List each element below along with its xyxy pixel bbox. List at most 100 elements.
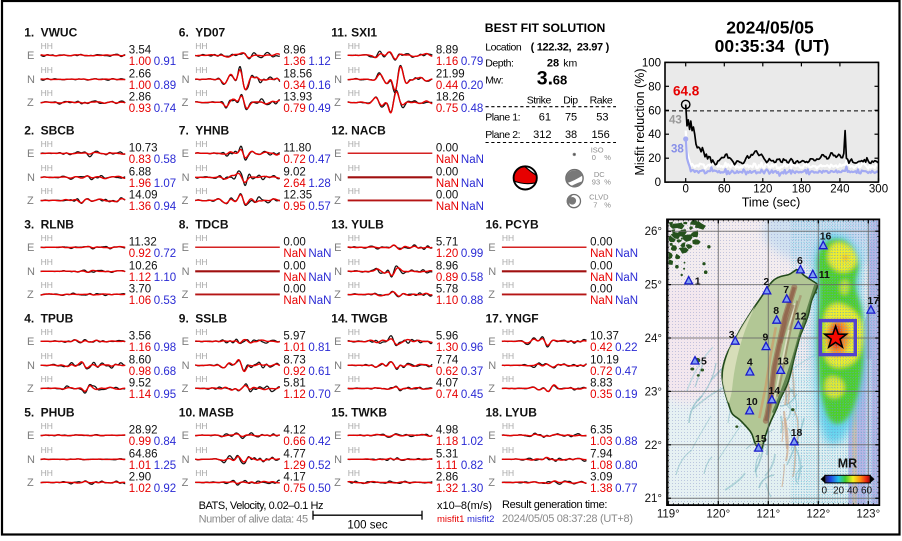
svg-text:NaN: NaN: [308, 295, 331, 307]
svg-text:6: 6: [797, 255, 803, 267]
svg-text:123°: 123°: [856, 509, 880, 521]
svg-text:0.75: 0.75: [283, 483, 305, 495]
svg-text:3.: 3.: [537, 67, 553, 89]
svg-text:3: 3: [729, 329, 735, 341]
svg-text:2.: 2.: [24, 124, 34, 138]
svg-text:SSLB: SSLB: [195, 312, 227, 326]
svg-text:9: 9: [763, 332, 769, 344]
svg-text:HH: HH: [502, 280, 514, 290]
svg-text:0.95: 0.95: [154, 389, 176, 401]
svg-text:0.49: 0.49: [308, 103, 330, 115]
svg-text:0.45: 0.45: [461, 389, 483, 401]
svg-text:12: 12: [795, 311, 807, 323]
svg-text:0.47: 0.47: [308, 154, 330, 166]
svg-text:2024/05/05: 2024/05/05: [726, 18, 814, 38]
svg-text:0.34: 0.34: [283, 80, 306, 92]
svg-text:1.16: 1.16: [436, 56, 458, 68]
svg-text:Z: Z: [488, 289, 495, 301]
svg-text:22°: 22°: [645, 440, 662, 452]
svg-text:HH: HH: [195, 421, 207, 431]
svg-text:HH: HH: [195, 327, 207, 337]
svg-text:0.50: 0.50: [308, 483, 330, 495]
svg-text:120: 120: [753, 184, 772, 196]
svg-text:1.03: 1.03: [590, 436, 612, 448]
svg-text:120°: 120°: [706, 509, 730, 521]
svg-text:Dip: Dip: [563, 95, 578, 107]
svg-text:Z: Z: [182, 195, 189, 207]
svg-text:1.12: 1.12: [308, 56, 330, 68]
svg-text:NaN: NaN: [590, 295, 613, 307]
svg-text:9.: 9.: [179, 312, 189, 326]
svg-text:0.00: 0.00: [283, 283, 305, 295]
svg-text:E: E: [334, 50, 341, 62]
svg-text:0.53: 0.53: [154, 295, 176, 307]
svg-text:7.74: 7.74: [436, 354, 459, 366]
svg-text:61: 61: [539, 112, 551, 124]
svg-text:%: %: [604, 153, 611, 162]
svg-text:5.31: 5.31: [436, 448, 458, 460]
svg-text:Z: Z: [334, 477, 341, 489]
svg-text:1.38: 1.38: [590, 483, 612, 495]
svg-text:RLNB: RLNB: [41, 218, 75, 232]
svg-text:%: %: [604, 178, 611, 187]
svg-text:Z: Z: [182, 477, 189, 489]
svg-text:13.93: 13.93: [283, 91, 312, 103]
svg-text:10.: 10.: [179, 406, 196, 420]
svg-text:0: 0: [655, 177, 661, 189]
svg-text:4.98: 4.98: [436, 424, 458, 436]
svg-text:0.37: 0.37: [461, 366, 483, 378]
svg-text:0.82: 0.82: [461, 460, 483, 472]
svg-text:0.93: 0.93: [129, 103, 151, 115]
svg-text:0.61: 0.61: [308, 366, 330, 378]
svg-text:HH: HH: [348, 163, 360, 173]
svg-text:60: 60: [861, 486, 873, 497]
svg-text:E: E: [488, 336, 495, 348]
svg-text:18.56: 18.56: [283, 68, 312, 80]
svg-text:122°: 122°: [806, 509, 830, 521]
svg-text:21.99: 21.99: [436, 68, 465, 80]
svg-text:HH: HH: [195, 65, 207, 75]
svg-text:Z: Z: [334, 97, 341, 109]
svg-text:HH: HH: [41, 88, 53, 98]
svg-text:Z: Z: [27, 97, 34, 109]
svg-text:1.12: 1.12: [283, 389, 305, 401]
svg-text:119°: 119°: [657, 509, 680, 521]
svg-text:12.: 12.: [331, 124, 348, 138]
svg-text:8.73: 8.73: [283, 354, 305, 366]
svg-text:HH: HH: [348, 41, 360, 51]
svg-text:8.89: 8.89: [436, 44, 458, 56]
svg-text:0.42: 0.42: [590, 342, 612, 354]
svg-text:1.12: 1.12: [129, 272, 151, 284]
svg-text:64.86: 64.86: [129, 448, 158, 460]
svg-text:HH: HH: [348, 139, 360, 149]
svg-text:HH: HH: [195, 280, 207, 290]
svg-text:E: E: [488, 430, 495, 442]
svg-text:0.58: 0.58: [154, 154, 176, 166]
svg-text:E: E: [334, 336, 341, 348]
svg-text:N: N: [334, 74, 342, 86]
svg-text:HH: HH: [41, 468, 53, 478]
svg-text:0.00: 0.00: [283, 260, 305, 272]
svg-text:HH: HH: [195, 351, 207, 361]
svg-text:Location: Location: [485, 42, 522, 54]
svg-text:40: 40: [847, 486, 859, 497]
svg-text:Misfit reduction (%): Misfit reduction (%): [633, 69, 647, 176]
svg-text:HH: HH: [502, 351, 514, 361]
svg-text:2.66: 2.66: [129, 68, 151, 80]
svg-text:28.92: 28.92: [129, 424, 158, 436]
svg-text:300: 300: [869, 184, 888, 196]
svg-text:NaN: NaN: [308, 248, 331, 260]
svg-text:2.86: 2.86: [129, 91, 151, 103]
svg-text:NaN: NaN: [615, 272, 638, 284]
svg-text:Z: Z: [182, 383, 189, 395]
svg-text:2.64: 2.64: [283, 178, 306, 190]
svg-text:NaN: NaN: [283, 295, 306, 307]
svg-text:23°: 23°: [645, 386, 662, 398]
svg-text:0.79: 0.79: [283, 103, 305, 115]
svg-text:N: N: [182, 74, 190, 86]
svg-text:60: 60: [648, 105, 661, 117]
svg-text:0: 0: [592, 153, 596, 162]
svg-text:Z: Z: [27, 383, 34, 395]
svg-text:Z: Z: [182, 289, 189, 301]
svg-text:HH: HH: [41, 327, 53, 337]
